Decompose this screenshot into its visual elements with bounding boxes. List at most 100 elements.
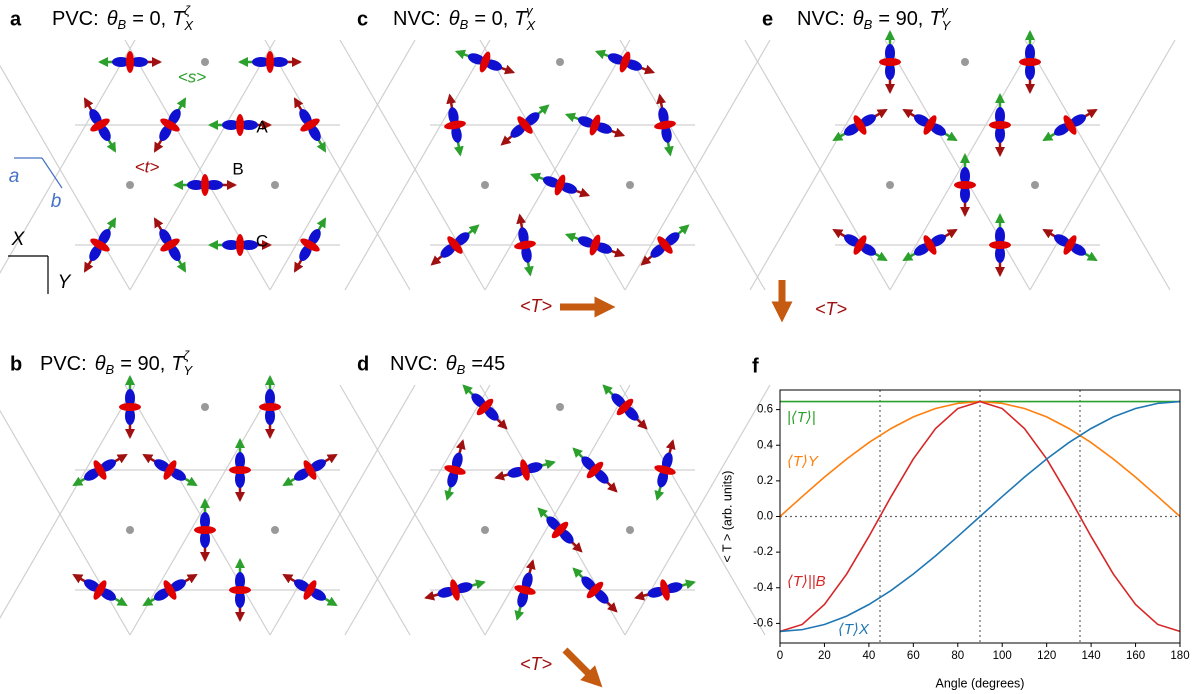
site-label: C xyxy=(256,231,268,250)
x-tick-label: 120 xyxy=(1037,650,1056,662)
x-tick-label: 100 xyxy=(993,650,1012,662)
spin-site xyxy=(596,378,654,436)
lattice-line xyxy=(125,385,270,635)
site-label: A xyxy=(256,117,268,136)
axis-label: Y xyxy=(58,272,72,293)
title-sub: X xyxy=(525,18,536,33)
title-sub: B xyxy=(460,17,469,32)
title-sub: Y xyxy=(183,363,193,378)
gray-site xyxy=(886,181,894,189)
gray-site xyxy=(961,58,969,66)
orbital-ring xyxy=(989,241,1011,249)
x-tick-label: 20 xyxy=(818,650,831,662)
lattice-line xyxy=(265,385,410,635)
title-eq: = 0, xyxy=(132,8,166,30)
title-sub: B xyxy=(457,362,466,377)
title-eq: = 90, xyxy=(878,8,923,30)
title-theta: θ xyxy=(446,353,457,375)
panel-letter: d xyxy=(357,353,369,375)
title-theta: θ xyxy=(449,8,460,30)
orbital-ring xyxy=(259,403,281,411)
y-tick-label: -0.2 xyxy=(753,546,773,558)
lattice-line xyxy=(265,40,410,290)
panel-title: PVC:θB= 0,TXζ xyxy=(52,3,194,33)
orbital-ring xyxy=(126,51,134,73)
lattice-line xyxy=(340,385,485,635)
orbital-ring xyxy=(194,526,216,534)
torque-arrow xyxy=(565,650,595,680)
spin-site xyxy=(989,95,1011,155)
x-axis-label: Angle (degrees) xyxy=(936,676,1025,690)
panel-title: NVC:θB= 90,TYγ xyxy=(797,3,952,33)
orbital-ring xyxy=(229,466,251,474)
panel-letter: f xyxy=(752,355,759,377)
orbital-ring xyxy=(879,58,901,66)
title-sup: ζ xyxy=(183,348,190,363)
series-line xyxy=(780,402,1180,517)
series-label: ⟨T⟩X xyxy=(838,621,870,638)
x-tick-label: 160 xyxy=(1126,650,1145,662)
series-label: ⟨T⟩||B xyxy=(787,573,826,590)
orbital-ring xyxy=(119,403,141,411)
title-prefix: NVC: xyxy=(390,353,438,375)
x-tick-label: 40 xyxy=(862,650,875,662)
title-prefix: NVC: xyxy=(393,8,441,30)
title-theta: θ xyxy=(95,353,106,375)
title-sub: X xyxy=(183,18,194,33)
orbital-ring xyxy=(1019,58,1041,66)
orbital-ring xyxy=(236,234,244,256)
x-tick-label: 80 xyxy=(951,650,964,662)
x-tick-label: 180 xyxy=(1170,650,1189,662)
gray-site xyxy=(126,526,134,534)
lattice-line xyxy=(485,385,630,635)
panel-letter: e xyxy=(762,8,773,30)
torque-label: <T> xyxy=(520,654,552,674)
panel-letter: c xyxy=(357,8,368,30)
lattice-line xyxy=(1025,40,1170,290)
axis-label: X xyxy=(11,229,26,250)
panel-title: NVC:θB= 0,TXγ xyxy=(393,3,536,33)
torque-label: <T> xyxy=(520,296,552,316)
gray-site xyxy=(481,181,489,189)
spin-site xyxy=(175,174,235,196)
series-label: ⟨T⟩Y xyxy=(787,453,819,470)
orbital-ring xyxy=(236,114,244,136)
lattice-line xyxy=(270,385,415,635)
lattice-line xyxy=(345,40,490,290)
gray-site xyxy=(626,181,634,189)
spin-site xyxy=(119,377,141,437)
title-eq: = 90, xyxy=(120,353,165,375)
panel: <T> xyxy=(340,40,770,316)
title-sup: γ xyxy=(526,3,534,18)
lattice-line xyxy=(0,40,130,290)
orbital-ring xyxy=(266,51,274,73)
title-sub: B xyxy=(118,17,127,32)
y-axis-label: < T > (arb. units) xyxy=(720,471,734,563)
lattice-line xyxy=(270,40,415,290)
gray-site xyxy=(201,403,209,411)
lattice-line xyxy=(130,385,275,635)
panel: <T> xyxy=(745,32,1175,319)
y-tick-label: 0.6 xyxy=(757,404,773,416)
torque-label: <T> xyxy=(815,299,847,319)
gray-site xyxy=(626,526,634,534)
gray-site xyxy=(201,58,209,66)
gray-site xyxy=(126,181,134,189)
lattice-line xyxy=(340,40,485,290)
title-prefix: PVC: xyxy=(52,8,99,30)
spin-site xyxy=(879,32,901,92)
site-label: <t> xyxy=(135,157,160,176)
lattice-line xyxy=(620,40,765,290)
title-sub: B xyxy=(864,17,873,32)
gray-site xyxy=(556,403,564,411)
series-label: |⟨T⟩| xyxy=(787,409,816,426)
x-tick-label: 60 xyxy=(907,650,920,662)
orbital-ring xyxy=(954,181,976,189)
lattice-line xyxy=(1030,40,1175,290)
title-eq: =45 xyxy=(471,353,505,375)
site-label: <s> xyxy=(178,67,206,86)
panel-letter: b xyxy=(10,353,22,375)
title-eq: = 0, xyxy=(474,8,508,30)
title-sub: Y xyxy=(942,18,952,33)
axis-label: b xyxy=(51,191,62,212)
